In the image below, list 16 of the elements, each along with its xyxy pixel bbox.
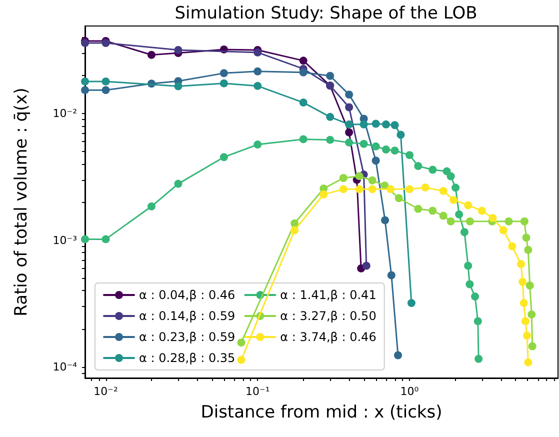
y-tick-label: 10⁻² <box>52 107 77 120</box>
legend-label: α : 1.41,β : 0.41 <box>280 288 376 302</box>
legend-label: α : 0.23,β : 0.59 <box>139 330 236 344</box>
y-tick-label: 10⁻⁴ <box>52 360 78 374</box>
legend-label: α : 0.28,β : 0.35 <box>139 351 236 365</box>
x-tick-label: 10⁰ <box>400 385 420 398</box>
legend-label: α : 0.04,β : 0.46 <box>139 288 236 302</box>
y-axis-title: Ratio of total volume : q̄(x) <box>12 88 32 316</box>
legend-label: α : 3.27,β : 0.50 <box>280 309 376 323</box>
x-axis-title: Distance from mid : x (ticks) <box>200 402 442 422</box>
x-tick-label: 10⁻¹ <box>246 385 270 398</box>
x-tick-label: 10⁻² <box>94 385 118 398</box>
y-tick-label: 10⁻³ <box>52 234 77 247</box>
chart-title: Simulation Study: Shape of the LOB <box>174 4 478 24</box>
legend-label: α : 0.14,β : 0.59 <box>139 309 236 323</box>
legend-label: α : 3.74,β : 0.46 <box>280 330 376 344</box>
